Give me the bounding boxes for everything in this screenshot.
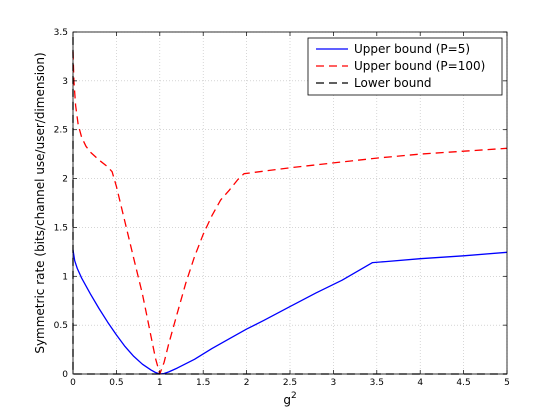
- x-tick-label: 1.5: [196, 378, 210, 388]
- x-tick-label: 0.5: [109, 378, 123, 388]
- y-tick-label: 2.5: [54, 126, 68, 136]
- y-tick-label: 3: [62, 77, 68, 87]
- y-tick-label: 3.5: [54, 28, 68, 38]
- y-tick-label: 1: [62, 272, 68, 282]
- x-tick-label: 4.5: [456, 378, 470, 388]
- legend-label: Lower bound: [354, 76, 432, 90]
- legend-label: Upper bound (P=100): [354, 59, 485, 73]
- y-tick-label: 0: [62, 370, 68, 380]
- x-tick-label: 3.5: [370, 378, 384, 388]
- x-tick-label: 5: [504, 378, 510, 388]
- x-axis-label-superscript: 2: [291, 391, 297, 401]
- y-tick-label: 0.5: [54, 321, 68, 331]
- legend-label: Upper bound (P=5): [354, 42, 470, 56]
- x-axis-label: g2: [283, 391, 296, 407]
- x-axis-label-base: g: [283, 393, 291, 407]
- x-tick-label: 4: [417, 378, 423, 388]
- x-tick-label: 0: [70, 378, 76, 388]
- y-tick-label: 1.5: [54, 223, 68, 233]
- axis-ticks: 0 0.5 1 1.5 2 2.5 3 3.5 4 4.5 5 0 0.5 1 1.5 2 2.5 3 3.5: [54, 28, 510, 388]
- x-tick-label: 2: [244, 378, 250, 388]
- x-tick-label: 1: [157, 378, 163, 388]
- y-axis-label: Symmetric rate (bits/channel use/user/di…: [33, 52, 47, 353]
- legend: Upper bound (P=5) Upper bound (P=100) Lowe…: [307, 37, 503, 96]
- series-line-0: [72, 249, 508, 375]
- y-tick-label: 2: [62, 175, 68, 185]
- legend-box: [307, 37, 503, 96]
- x-tick-label: 2.5: [283, 378, 297, 388]
- x-tick-label: 3: [331, 378, 337, 388]
